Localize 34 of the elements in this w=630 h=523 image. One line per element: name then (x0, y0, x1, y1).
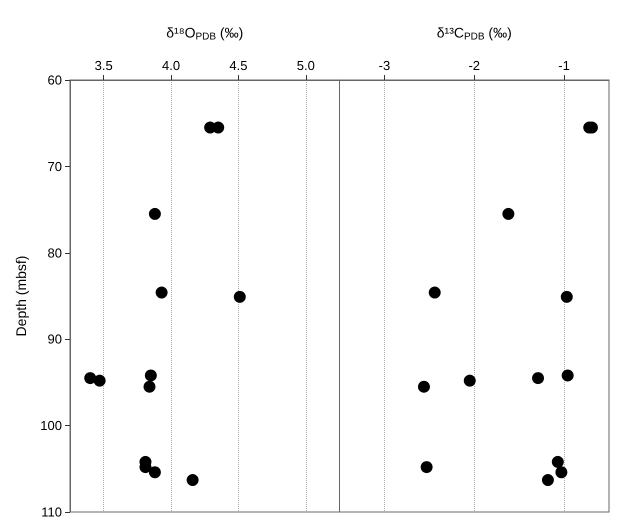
point (420, 461, 433, 474)
point (84, 372, 96, 384)
point (555, 466, 568, 478)
point (428, 286, 441, 299)
y-tick-label: 100 (40, 418, 62, 434)
y-axis-title: Depth (mbsf) (13, 256, 29, 336)
point (552, 456, 564, 468)
point (94, 374, 106, 387)
point (156, 286, 168, 299)
point (418, 380, 430, 393)
point (234, 290, 246, 303)
point (560, 290, 573, 303)
point (464, 374, 476, 387)
x-tick-label: 4.5 (229, 58, 248, 73)
y-tick-label: 90 (48, 332, 62, 347)
point (532, 372, 544, 384)
y-tick-label: 110 (41, 504, 62, 520)
y-tick-label: 70 (48, 158, 62, 174)
x-tick-label: -1 (558, 58, 570, 73)
x-tick-label: 4.0 (162, 58, 180, 73)
x-tick-label: -3 (378, 58, 390, 73)
x-tick-label: 5.0 (296, 58, 315, 73)
point (148, 208, 161, 220)
point (186, 474, 199, 486)
point (148, 466, 161, 478)
point (562, 369, 574, 382)
point (502, 208, 514, 220)
point (144, 369, 157, 382)
point (144, 380, 156, 393)
point (542, 474, 554, 486)
y-tick-label: 80 (48, 245, 62, 260)
x-tick-label: -2 (468, 58, 480, 73)
x-tick-label: 3.5 (94, 58, 113, 73)
y-tick-label: 60 (48, 72, 62, 88)
